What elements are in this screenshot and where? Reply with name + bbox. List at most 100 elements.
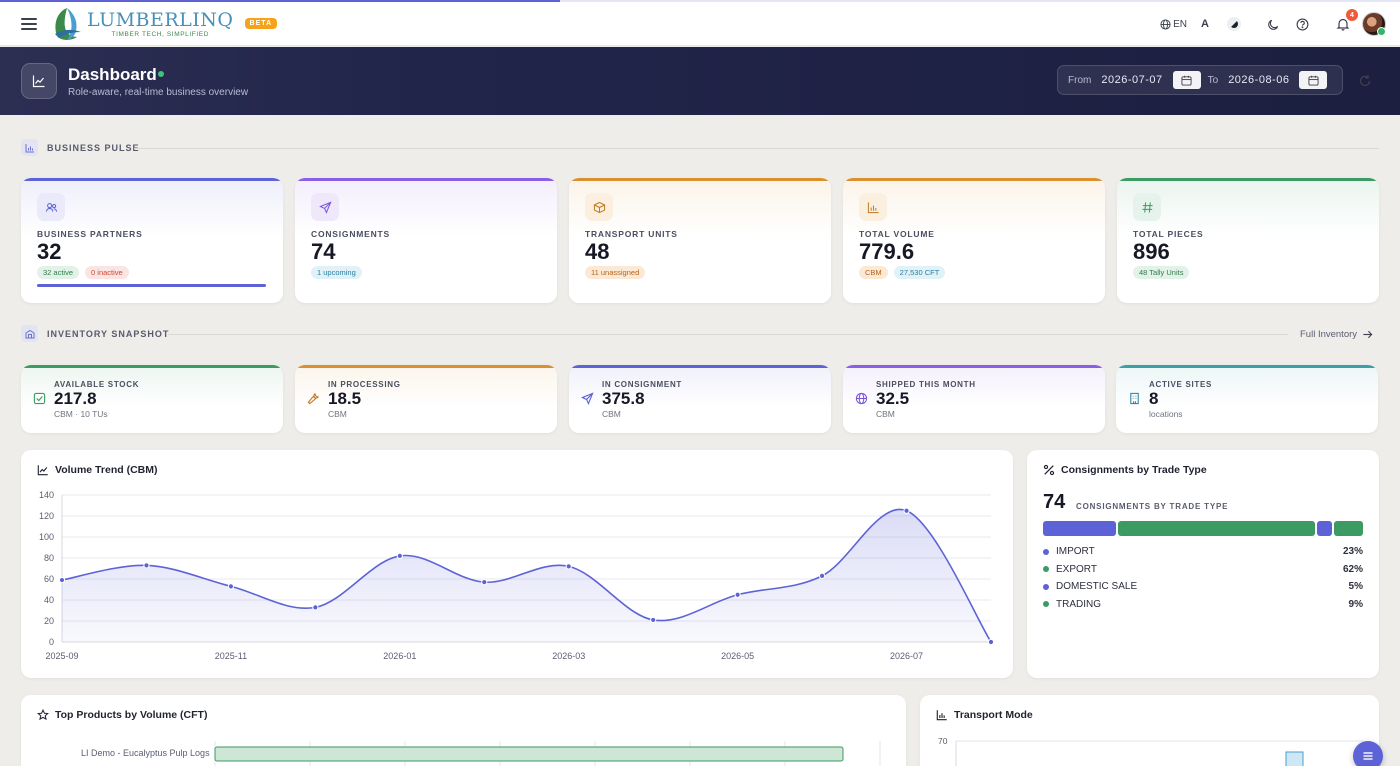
volume-data-point[interactable] (481, 579, 488, 586)
y-tick-label: 0 (49, 637, 54, 647)
legend-dot (1043, 566, 1049, 572)
menu-icon[interactable] (21, 17, 37, 30)
inventory-card-value: 8 (1149, 389, 1159, 408)
transport-mode-bar[interactable] (1285, 751, 1304, 766)
pulse-card-value: 74 (311, 239, 336, 264)
volume-cft-chip: 27,530 CFT (893, 266, 946, 279)
volume-data-point[interactable] (818, 572, 826, 579)
business-pulse-header: BUSINESS PULSE (21, 139, 140, 156)
transport-mode-y-tick: 70 (938, 736, 948, 746)
x-tick-label: 2025-11 (215, 651, 247, 661)
pulse-card-value: 779.6 (859, 239, 915, 264)
inventory-card-in-consignment[interactable]: IN CONSIGNMENT 375.8 CBM (569, 365, 831, 433)
pulse-card-total-volume[interactable]: TOTAL VOLUME 779.6 CBM 27,530 CFT (843, 178, 1105, 303)
to-date-input[interactable]: 2026-08-06 (1228, 74, 1290, 86)
legend-percentage: 9% (1348, 598, 1363, 610)
legend-percentage: 23% (1342, 546, 1363, 557)
contrast-icon[interactable] (1227, 17, 1241, 31)
date-range-picker: From 2026-07-07 To 2026-08-06 (1057, 65, 1343, 95)
inventory-card-value: 375.8 (602, 389, 645, 408)
to-date-label: To (1207, 74, 1219, 86)
language-code: EN (1173, 18, 1188, 30)
font-size-button[interactable]: A (1201, 18, 1209, 30)
volume-data-point[interactable] (312, 604, 319, 611)
full-inventory-label: Full Inventory (1300, 329, 1358, 340)
x-tick-label: 2026-07 (890, 651, 923, 661)
volume-data-point[interactable] (565, 563, 572, 570)
volume-data-point[interactable] (734, 591, 741, 598)
volume-data-point[interactable] (987, 638, 995, 646)
pulse-card-consignments[interactable]: CONSIGNMENTS 74 1 upcoming (295, 178, 557, 303)
pulse-card-label: TRANSPORT UNITS (585, 229, 678, 239)
volume-data-point[interactable] (58, 576, 66, 584)
volume-data-point[interactable] (396, 552, 403, 560)
pulse-card-transport-units[interactable]: TRANSPORT UNITS 48 11 unassigned (569, 178, 831, 303)
inventory-card-in-processing[interactable]: IN PROCESSING 18.5 CBM (295, 365, 557, 433)
from-date-input[interactable]: 2026-07-07 (1101, 74, 1163, 86)
warehouse-icon (21, 325, 38, 342)
trade-type-segment[interactable] (1316, 521, 1333, 536)
pulse-card-label: TOTAL VOLUME (859, 229, 935, 239)
send-icon (581, 392, 594, 405)
transport-mode-panel: Transport Mode 70 (920, 695, 1379, 766)
brand-logo[interactable]: LUMBERLINQ TIMBER TECH, SIMPLIFIED (49, 6, 234, 42)
volume-data-point[interactable] (903, 507, 910, 514)
building-icon (1130, 392, 1139, 405)
y-tick-label: 80 (44, 553, 54, 563)
legend-dot (1043, 601, 1049, 607)
trade-type-legend-item: EXPORT 62% (1043, 564, 1363, 575)
tally-units-chip: 48 Tally Units (1133, 266, 1190, 279)
pulse-card-business-partners[interactable]: BUSINESS PARTNERS 32 32 active 0 inactiv… (21, 178, 283, 303)
transport-mode-title: Transport Mode (954, 709, 1033, 721)
calendar-icon (1308, 75, 1319, 86)
legend-percentage: 62% (1342, 563, 1363, 575)
trade-type-legend-item: TRADING 9% (1043, 599, 1363, 610)
from-date-calendar-button[interactable] (1172, 71, 1201, 89)
dark-mode-toggle[interactable] (1267, 18, 1280, 31)
brand-name: LUMBERLINQ (87, 8, 234, 31)
user-avatar[interactable] (1362, 12, 1386, 36)
floating-menu-button[interactable] (1353, 741, 1383, 766)
page-subtitle: Role-aware, real-time business overview (68, 87, 249, 98)
trade-type-segment[interactable] (1334, 521, 1363, 536)
pulse-card-total-pieces[interactable]: TOTAL PIECES 896 48 Tally Units (1117, 178, 1379, 303)
inventory-card-active-sites[interactable]: ACTIVE SITES 8 locations (1116, 365, 1378, 433)
volume-data-point[interactable] (227, 583, 235, 590)
pulse-card-label: BUSINESS PARTNERS (37, 229, 143, 239)
trending-chart-icon (21, 63, 57, 99)
volume-data-point[interactable] (650, 616, 657, 624)
wrench-icon (307, 392, 320, 405)
help-circle-icon (1296, 18, 1309, 30)
active-partners-chip: 32 active (37, 266, 80, 279)
inventory-card-value: 18.5 (328, 389, 362, 408)
volume-trend-chart: 0 20 40 60 80 100 120 140 2025-09 2025-11 2026-01 2… (39, 490, 995, 661)
check-square-icon (33, 392, 46, 405)
calendar-icon (1181, 75, 1192, 86)
trade-type-total: 74 (1043, 491, 1066, 513)
page-loading-progress-fill (0, 0, 560, 2)
top-product-label: LI Demo - Eucalyptus Pulp Logs (81, 748, 210, 758)
trade-type-segment[interactable] (1043, 521, 1116, 536)
inventory-card-shipped-this-month[interactable]: SHIPPED THIS MONTH 32.5 CBM (843, 365, 1105, 433)
refresh-button[interactable] (1358, 74, 1372, 93)
help-button[interactable] (1296, 18, 1309, 31)
y-tick-label: 120 (39, 511, 54, 521)
inventory-card-value: 217.8 (54, 389, 97, 408)
inventory-card-unit: CBM (602, 409, 621, 419)
language-selector[interactable]: EN (1160, 19, 1187, 30)
volume-data-point[interactable] (143, 562, 150, 569)
notifications-button[interactable]: 4 (1336, 9, 1358, 31)
trade-type-segment[interactable] (1117, 521, 1315, 536)
business-pulse-title: BUSINESS PULSE (47, 142, 140, 153)
full-inventory-link[interactable]: Full Inventory (1300, 329, 1373, 340)
volume-unit-chip: CBM (859, 266, 888, 279)
top-product-bar[interactable] (214, 746, 844, 762)
inventory-card-unit: locations (1149, 409, 1183, 419)
inventory-card-label: SHIPPED THIS MONTH (876, 380, 976, 389)
bar-chart-icon (859, 193, 887, 221)
to-date-calendar-button[interactable] (1299, 71, 1328, 89)
inventory-card-available-stock[interactable]: AVAILABLE STOCK 217.8 CBM · 10 TUs (21, 365, 283, 433)
x-tick-label: 2026-03 (552, 651, 585, 661)
trade-type-title: Consignments by Trade Type (1061, 464, 1207, 476)
trade-type-panel: Consignments by Trade Type 74 CONSIGNMEN… (1027, 450, 1379, 678)
